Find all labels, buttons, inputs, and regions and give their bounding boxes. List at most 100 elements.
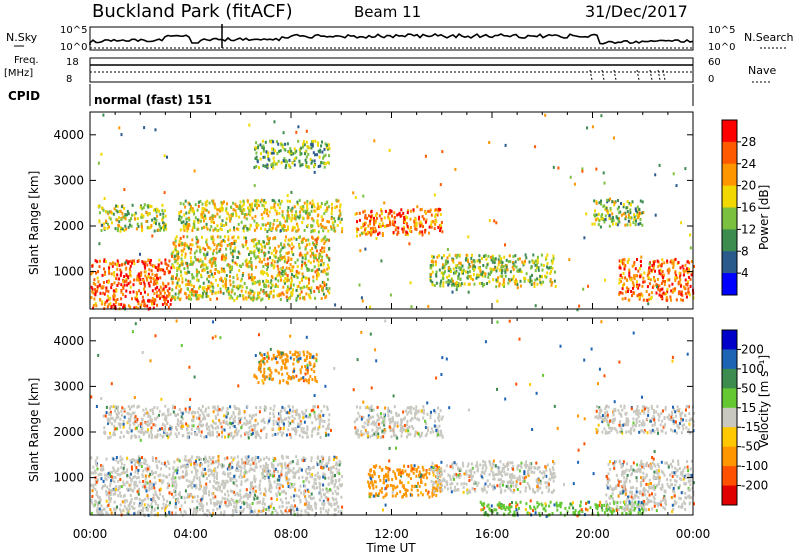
data-cell <box>233 505 235 508</box>
data-cell <box>277 279 279 282</box>
data-cell <box>336 464 338 467</box>
data-cell <box>318 261 320 264</box>
data-cell <box>137 511 139 514</box>
data-cell <box>224 510 226 513</box>
data-cell <box>234 292 236 295</box>
data-cell <box>191 432 193 435</box>
data-cell <box>196 296 198 299</box>
data-cell <box>223 200 225 203</box>
data-cell <box>255 257 257 260</box>
data-cell <box>201 506 203 509</box>
data-cell <box>173 478 175 481</box>
data-cell <box>316 286 318 289</box>
data-cell <box>267 464 269 467</box>
data-cell <box>169 467 171 470</box>
data-cell <box>128 226 130 229</box>
data-cell <box>432 283 434 286</box>
data-cell <box>173 411 175 414</box>
data-cell <box>276 219 278 222</box>
data-cell <box>306 165 308 168</box>
data-cell <box>286 456 288 459</box>
data-cell <box>297 140 299 143</box>
data-cell <box>229 270 231 273</box>
data-cell <box>168 260 170 263</box>
data-cell <box>321 297 323 300</box>
data-cell <box>188 411 190 414</box>
data-cell <box>216 503 218 506</box>
data-cell <box>96 481 98 484</box>
data-cell <box>339 214 341 217</box>
data-cell <box>301 241 303 244</box>
data-cell <box>120 459 122 462</box>
data-cell <box>187 485 189 488</box>
data-cell <box>635 223 637 226</box>
data-cell <box>274 203 276 206</box>
data-cell <box>336 471 338 474</box>
data-cell <box>153 292 155 295</box>
data-cell <box>277 268 279 271</box>
data-cell <box>689 293 691 296</box>
data-cell <box>335 490 337 493</box>
data-cell <box>255 141 257 144</box>
data-cell <box>447 256 449 259</box>
data-cell <box>284 143 286 146</box>
data-cell <box>311 269 313 272</box>
data-cell <box>315 270 317 273</box>
data-cell <box>102 292 104 295</box>
data-cell <box>312 224 314 227</box>
data-cell <box>392 220 394 223</box>
data-cell <box>217 413 219 416</box>
data-cell <box>294 157 296 160</box>
data-cell <box>244 282 246 285</box>
data-cell <box>173 496 175 499</box>
data-cell <box>138 459 140 462</box>
data-cell <box>341 483 343 486</box>
data-cell <box>149 205 151 208</box>
data-cell <box>285 466 287 469</box>
data-cell <box>115 459 117 462</box>
data-cell <box>230 490 232 493</box>
data-cell <box>441 230 443 233</box>
data-cell <box>329 147 331 150</box>
data-cell <box>321 259 323 262</box>
data-cell <box>446 281 448 284</box>
data-cell <box>277 265 279 268</box>
data-cell <box>626 278 628 281</box>
data-cell <box>246 217 248 220</box>
data-cell <box>279 293 281 296</box>
data-cell <box>524 260 526 263</box>
data-cell <box>282 501 284 504</box>
data-cell <box>258 240 260 243</box>
data-cell <box>212 200 214 203</box>
data-cell <box>278 475 280 478</box>
data-cell <box>147 494 149 497</box>
data-cell <box>505 275 507 278</box>
data-cell <box>150 277 152 280</box>
data-cell <box>201 473 203 476</box>
data-cell <box>276 483 278 486</box>
data-cell <box>217 291 219 294</box>
data-cell <box>259 260 261 263</box>
data-cell <box>96 509 98 512</box>
data-cell <box>229 266 231 269</box>
data-cell <box>104 508 106 511</box>
data-cell <box>374 227 376 230</box>
data-cell <box>338 510 340 513</box>
data-cell <box>322 263 324 266</box>
data-cell <box>488 255 490 258</box>
data-cell <box>251 273 253 276</box>
data-cell <box>373 223 375 226</box>
data-cell <box>125 268 127 271</box>
data-cell <box>369 306 371 309</box>
data-cell <box>159 493 161 496</box>
data-cell <box>239 206 241 209</box>
data-cell <box>334 303 336 306</box>
data-cell <box>182 470 184 473</box>
data-cell <box>612 216 614 219</box>
data-cell <box>317 207 319 210</box>
data-cell <box>152 300 154 303</box>
data-cell <box>308 490 310 493</box>
data-cell <box>640 264 642 267</box>
data-cell <box>174 296 176 299</box>
data-cell <box>214 261 216 264</box>
